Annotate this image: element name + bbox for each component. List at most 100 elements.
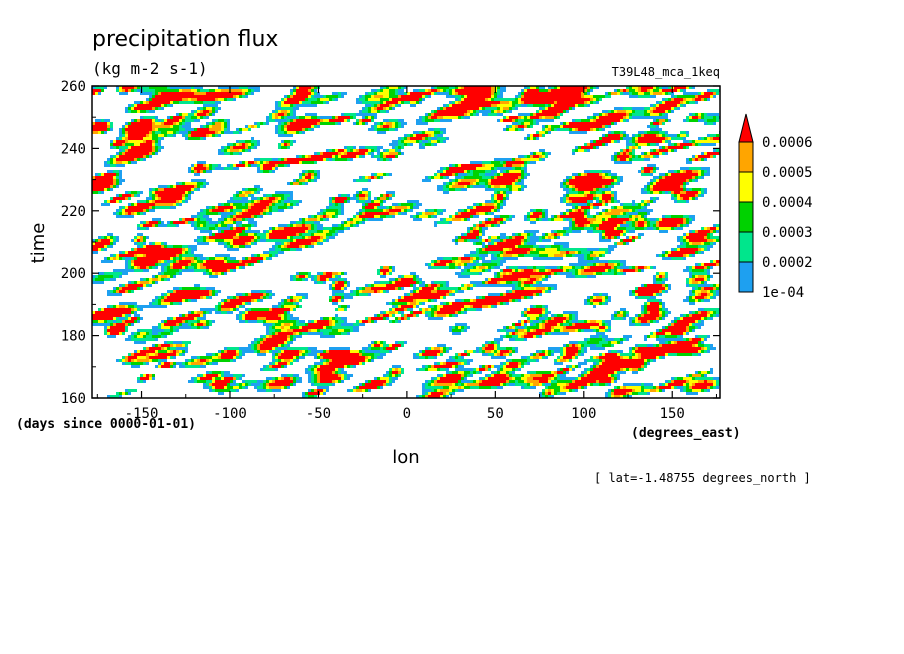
precip-cell: [272, 110, 275, 113]
precip-cell: [518, 335, 521, 338]
precip-cell: [605, 320, 611, 323]
precip-cell: [122, 143, 125, 146]
precip-cell: [212, 107, 215, 110]
precip-cell: [644, 155, 650, 158]
precip-cell: [293, 119, 296, 122]
precip-cell: [494, 341, 497, 344]
precip-cell: [380, 203, 383, 206]
precip-cell: [629, 218, 632, 221]
precip-cell: [95, 86, 104, 89]
precip-cell: [254, 254, 257, 257]
precip-cell: [575, 269, 578, 272]
precip-cell: [197, 161, 206, 164]
precip-cell: [209, 323, 212, 326]
precip-cell: [461, 218, 464, 221]
precip-cell: [608, 260, 620, 263]
precip-cell: [425, 116, 428, 119]
precip-cell: [644, 134, 656, 137]
precip-cell: [173, 101, 179, 104]
precip-cell: [512, 185, 521, 188]
precip-cell: [443, 284, 446, 287]
precip-cell: [422, 119, 425, 122]
precip-cell: [638, 203, 641, 206]
precip-cell: [461, 287, 467, 290]
precip-cell: [311, 86, 314, 89]
precip-cell: [587, 257, 593, 260]
precip-cell: [656, 338, 683, 341]
precip-cell: [686, 158, 689, 161]
precip-cell: [92, 323, 110, 326]
precip-cell: [647, 110, 650, 113]
precip-cell: [434, 281, 446, 284]
precip-cell: [665, 275, 668, 278]
precip-cell: [107, 122, 110, 125]
precip-cell: [308, 95, 311, 98]
precip-cell: [179, 125, 182, 128]
precip-cell: [296, 221, 302, 224]
precip-cell: [455, 311, 458, 314]
precip-cell: [593, 299, 602, 302]
precip-cell: [626, 119, 629, 122]
precip-cell: [575, 104, 578, 107]
precip-cell: [668, 134, 677, 137]
precip-cell: [155, 89, 179, 92]
precip-cell: [542, 152, 545, 155]
precip-cell: [533, 113, 536, 116]
precip-cell: [152, 137, 158, 140]
precip-cell: [656, 167, 659, 170]
precip-cell: [131, 257, 134, 260]
precip-cell: [362, 191, 368, 194]
precip-cell: [587, 320, 590, 323]
precip-cell: [275, 242, 281, 245]
precip-cell: [536, 266, 545, 269]
precip-cell: [158, 188, 164, 191]
precip-cell: [287, 329, 293, 332]
precip-cell: [659, 146, 662, 149]
precip-cell: [476, 263, 482, 266]
precip-cell: [173, 185, 176, 188]
precip-cell: [359, 209, 362, 212]
precip-cell: [314, 221, 320, 224]
precip-cell: [197, 326, 200, 329]
precip-cell: [476, 110, 479, 113]
precip-cell: [545, 314, 548, 317]
precip-cell: [146, 278, 149, 281]
precip-cell: [677, 317, 680, 320]
precip-cell: [185, 299, 188, 302]
precip-cell: [431, 299, 434, 302]
precip-cell: [239, 131, 242, 134]
precip-cell: [497, 224, 500, 227]
precip-cell: [698, 155, 710, 158]
precip-cell: [281, 146, 287, 149]
precip-cell: [632, 116, 668, 119]
precip-cell: [158, 323, 161, 326]
precip-cell: [479, 110, 491, 113]
precip-cell: [437, 287, 440, 290]
precip-cell: [572, 221, 575, 224]
precip-cell: [710, 227, 716, 230]
precip-cell: [161, 122, 164, 125]
precip-cell: [410, 92, 431, 95]
precip-cell: [566, 185, 569, 188]
precip-cell: [254, 239, 257, 242]
precip-cell: [515, 269, 518, 272]
precip-cell: [251, 263, 254, 266]
precip-cell: [104, 236, 107, 239]
precip-cell: [659, 230, 668, 233]
precip-cell: [110, 290, 113, 293]
precip-cell: [455, 86, 458, 89]
precip-cell: [242, 92, 245, 95]
precip-cell: [617, 200, 620, 203]
precip-cell: [197, 266, 200, 269]
precip-cell: [182, 344, 185, 347]
precip-cell: [485, 173, 494, 176]
precip-cell: [398, 275, 401, 278]
precip-cell: [551, 236, 554, 239]
precip-cell: [500, 119, 503, 122]
precip-cell: [644, 338, 647, 341]
precip-cell: [143, 245, 146, 248]
precip-cell: [566, 212, 569, 215]
precip-cell: [626, 230, 629, 233]
precip-cell: [218, 218, 224, 221]
precip-cell: [134, 86, 137, 89]
